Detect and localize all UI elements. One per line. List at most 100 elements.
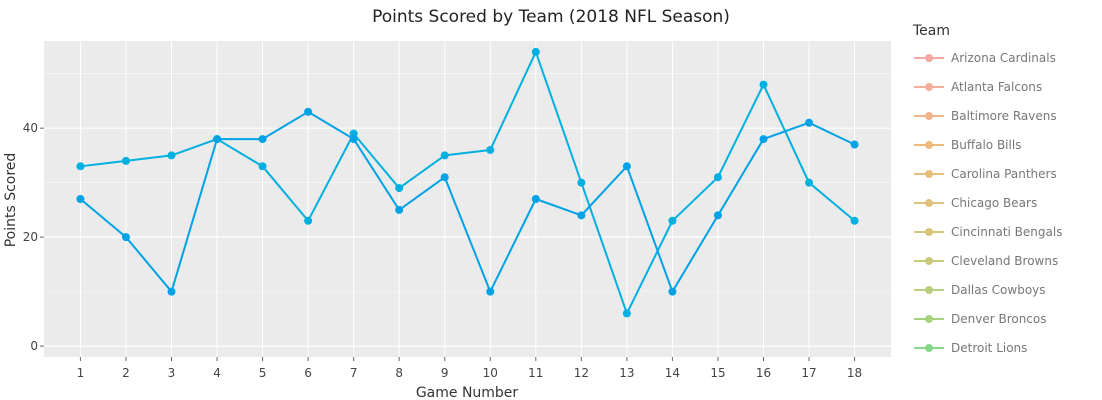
data-point [577,211,586,220]
data-point [668,216,677,225]
data-point [304,216,313,225]
x-axis-title: Game Number [416,385,519,400]
data-point [713,211,722,220]
series-line [80,50,856,315]
data-point [167,151,176,160]
legend-swatch-marker [925,83,933,91]
data-point [121,233,130,242]
series-layer [76,47,859,318]
legend-label: Cincinnati Bengals [951,225,1062,239]
x-tick-label: 5 [259,366,267,380]
legend-item[interactable]: Dallas Cowboys [914,283,1046,297]
legend-swatch-marker [925,199,933,207]
x-tick-label: 17 [801,366,816,380]
data-point [395,205,404,214]
x-tick-label: 4 [213,366,221,380]
legend-item[interactable]: Detroit Lions [914,341,1027,355]
data-point [531,47,540,56]
legend-label: Detroit Lions [951,341,1027,355]
data-point [805,178,814,187]
data-point [805,118,814,127]
legend-label: Carolina Panthers [951,167,1057,181]
x-tick-label: 3 [168,366,176,380]
x-tick-label: 6 [304,366,312,380]
legend-item[interactable]: Atlanta Falcons [914,80,1042,94]
plot-background [44,41,891,357]
legend-item[interactable]: Baltimore Ravens [914,109,1057,123]
legend-swatch-marker [925,286,933,294]
data-point [440,151,449,160]
x-tick-label: 1 [77,366,85,380]
legend-swatch-marker [925,344,933,352]
legend-item[interactable]: Cincinnati Bengals [914,225,1062,239]
legend-item[interactable]: Chicago Bears [914,196,1037,210]
data-point [258,162,267,171]
x-tick-label: 11 [528,366,543,380]
data-point [486,145,495,154]
data-point [440,173,449,182]
y-tick-label: 0 [30,339,38,353]
x-tick-label: 7 [350,366,358,380]
legend-item[interactable]: Carolina Panthers [914,167,1057,181]
data-point [121,156,130,165]
legend-item[interactable]: Cleveland Browns [914,254,1058,268]
legend-swatch-marker [925,257,933,265]
data-point [759,80,768,89]
legend-label: Buffalo Bills [951,138,1021,152]
y-tick-labels: 0 20 40 [23,121,44,353]
legend-label: Dallas Cowboys [951,283,1046,297]
x-tick-label: 18 [847,366,862,380]
x-tick-label: 2 [122,366,130,380]
x-tick-label: 14 [665,366,680,380]
data-point [349,135,358,144]
data-point [167,287,176,296]
x-tick-label: 16 [756,366,771,380]
series-line [79,110,856,293]
data-point [531,195,540,203]
y-tick-label: 40 [23,121,38,135]
data-point [850,216,859,225]
legend-swatch-marker [925,112,933,120]
legend-swatch-marker [925,170,933,178]
legend-swatch-marker [925,54,933,62]
legend: Arizona Cardinals Atlanta Falcons Baltimor… [914,51,1062,355]
data-point [759,135,768,144]
data-point [577,178,586,187]
legend-swatch-marker [925,315,933,323]
x-tick-label: 9 [441,366,449,380]
legend-item[interactable]: Denver Broncos [914,312,1047,326]
data-point [213,135,222,144]
y-axis-title: Points Scored [3,153,19,248]
data-point [486,287,495,296]
legend-swatch-marker [925,141,933,149]
x-tick-label: 15 [710,366,725,380]
legend-label: Baltimore Ravens [951,109,1057,123]
x-tick-label: 8 [395,366,403,380]
data-point [850,140,859,149]
legend-label: Denver Broncos [951,312,1047,326]
legend-label: Atlanta Falcons [951,80,1042,94]
legend-item[interactable]: Arizona Cardinals [914,51,1056,65]
data-point [76,162,85,171]
data-point [258,135,267,144]
data-point [713,173,722,182]
legend-label: Chicago Bears [951,196,1037,210]
legend-swatch-marker [925,228,933,236]
data-point [395,184,404,193]
data-point [668,287,677,296]
legend-title: Team [912,23,950,39]
legend-label: Arizona Cardinals [951,51,1056,65]
data-point [622,309,631,318]
data-point [622,162,631,171]
x-tick-label: 12 [574,366,589,380]
x-tick-label: 10 [483,366,498,380]
series-2 [76,107,859,296]
legend-item[interactable]: Buffalo Bills [914,138,1021,152]
y-tick-label: 20 [23,230,38,244]
legend-label: Cleveland Browns [951,254,1058,268]
x-tick-labels: 1 2 3 4 5 6 7 8 9 10 11 12 13 14 15 16 17 18 [77,357,862,380]
series-1 [76,47,859,318]
chart-title: Points Scored by Team (2018 NFL Season) [372,7,730,27]
data-point [76,195,85,203]
